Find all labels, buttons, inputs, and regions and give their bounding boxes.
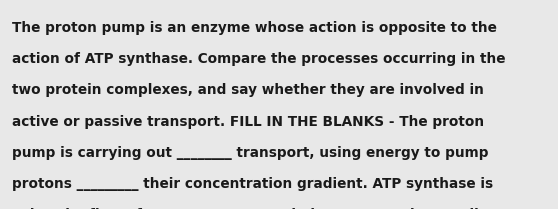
Text: pump is carrying out ________ transport, using energy to pump: pump is carrying out ________ transport,… [12,146,489,160]
Text: The proton pump is an enzyme whose action is opposite to the: The proton pump is an enzyme whose actio… [12,21,497,35]
Text: active or passive transport. FILL IN THE BLANKS - The proton: active or passive transport. FILL IN THE… [12,115,484,129]
Text: two protein complexes, and say whether they are involved in: two protein complexes, and say whether t… [12,83,484,97]
Text: using the flow of protons __________ their concentration gradient: using the flow of protons __________ the… [12,208,504,209]
Text: protons _________ their concentration gradient. ATP synthase is: protons _________ their concentration gr… [12,177,493,191]
Text: action of ATP synthase. Compare the processes occurring in the: action of ATP synthase. Compare the proc… [12,52,506,66]
